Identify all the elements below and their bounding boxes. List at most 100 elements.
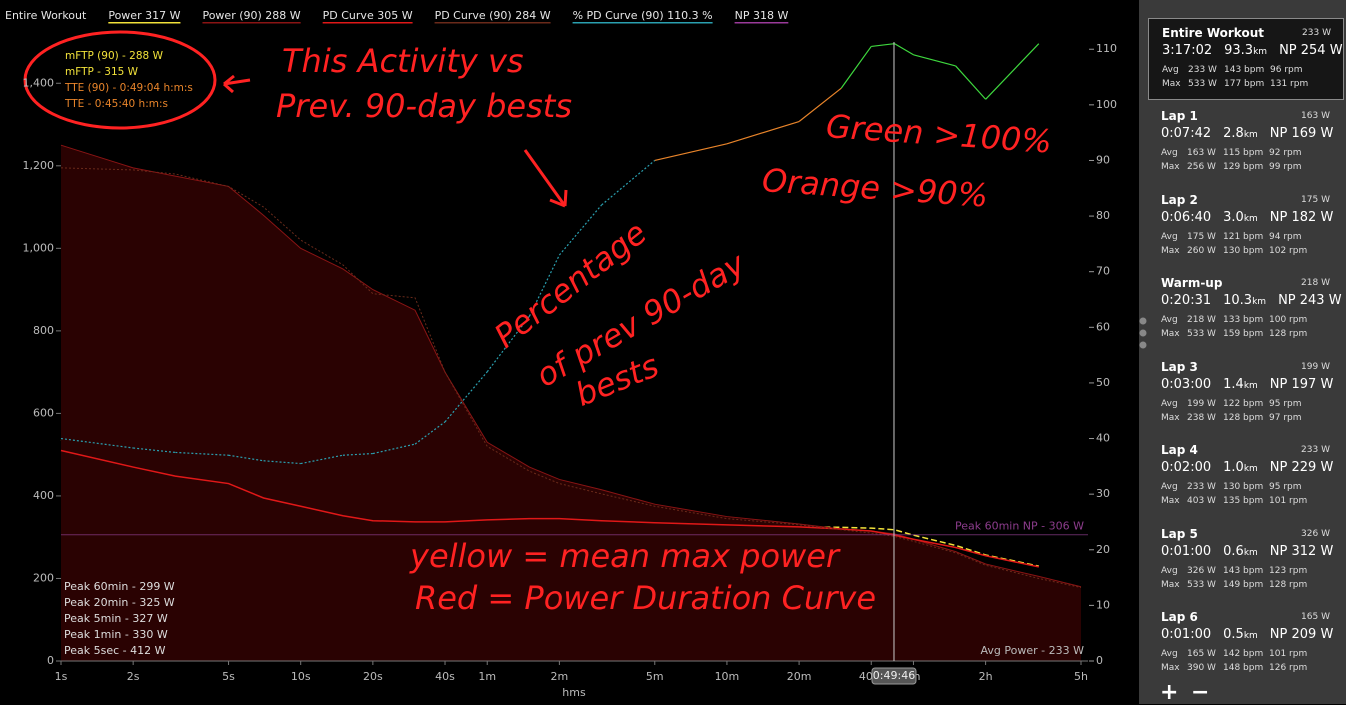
lap-panel: Entire Workout 233 W 3:17:02 93.3km NP 254 W… <box>1139 0 1346 705</box>
y2-tick-label: 50 <box>1096 376 1110 389</box>
lap-distance-unit: km <box>1253 47 1268 57</box>
lap-title: Entire Workout <box>1162 26 1264 40</box>
x-axis-title: hms <box>562 686 586 699</box>
peak-line: Peak 60min - 299 W <box>64 580 175 593</box>
lap-max-cell: Max <box>1162 79 1181 89</box>
lap-title: Warm-up <box>1161 276 1223 290</box>
lap-avg-power: 163 W <box>1301 111 1330 121</box>
lap-distance: 1.4km <box>1223 377 1258 392</box>
lap-np: NP 254 W <box>1279 43 1343 58</box>
lap-distance-unit: km <box>1243 464 1258 474</box>
lap-max-row: Max 260 W 130 bpm 102 rpm <box>1161 246 1309 256</box>
series-line <box>60 167 1082 589</box>
lap-max-cell: 533 W <box>1188 79 1217 89</box>
lap-card[interactable]: Lap 1 163 W 0:07:42 2.8km NP 169 W Avg 163 W 11… <box>1148 102 1342 182</box>
peak-line: Peak 5sec - 412 W <box>64 644 166 657</box>
lap-avg-row: Avg 163 W 115 bpm 92 rpm <box>1161 148 1309 158</box>
lap-max-cell: 135 bpm <box>1223 496 1264 506</box>
lap-summary: 0:07:42 2.8km NP 169 W <box>1161 126 1345 141</box>
lap-max-cell: 102 rpm <box>1269 245 1308 256</box>
lap-max-cell: 260 W <box>1187 245 1216 256</box>
lap-max-row: Max 238 W 128 bpm 97 rpm <box>1161 413 1309 423</box>
x-tick-label: 5m <box>646 670 664 683</box>
lap-avg-power: 199 W <box>1301 361 1330 372</box>
lap-max-row: Max 403 W 135 bpm 101 rpm <box>1161 496 1309 506</box>
lap-card[interactable]: Warm-up 218 W 0:20:31 10.3km NP 243 W Avg 218 … <box>1148 269 1342 349</box>
lap-card[interactable]: Lap 3 199 W 0:03:00 1.4km NP 197 W Avg 199 W 12… <box>1148 353 1342 433</box>
y-tick-label: 200 <box>33 571 54 584</box>
y-tick-label: 1,000 <box>23 241 55 254</box>
lap-distance-unit: km <box>1243 380 1258 391</box>
y-tick-label: 1,200 <box>23 159 55 172</box>
lap-avg-row: Avg 199 W 122 bpm 95 rpm <box>1161 399 1309 409</box>
y2-tick-label: 110 <box>1096 42 1117 55</box>
legend-item: Power 317 W <box>108 9 180 22</box>
x-tick-label: 1m <box>478 670 496 683</box>
lap-avg-cell: 133 bpm <box>1223 315 1264 325</box>
lap-max-row: Max 390 W 148 bpm 126 rpm <box>1161 663 1309 673</box>
lap-avg-cell: Avg <box>1161 231 1178 242</box>
lap-avg-cell: Avg <box>1161 565 1178 576</box>
lap-avg-cell: 199 W <box>1187 398 1216 409</box>
lap-avg-cell: 123 rpm <box>1269 565 1308 576</box>
pct-segment <box>798 87 842 123</box>
lap-avg-row: Avg 165 W 142 bpm 101 rpm <box>1161 649 1309 659</box>
lap-card[interactable]: Lap 5 326 W 0:01:00 0.6km NP 312 W Avg 326 W 14… <box>1148 520 1342 600</box>
pct-segment <box>726 120 800 145</box>
lap-distance-value: 93.3 <box>1224 43 1254 58</box>
lap-title: Lap 2 <box>1161 192 1198 207</box>
x-tick-label: 2h <box>979 670 993 683</box>
pct-segment <box>175 451 229 456</box>
lap-avg-cell: Avg <box>1161 148 1178 158</box>
x-tick-label: 10s <box>291 670 311 683</box>
lap-distance-value: 10.3 <box>1223 293 1253 308</box>
annotation: This Activity vs <box>282 42 524 80</box>
lap-avg-cell: Avg <box>1162 65 1179 75</box>
lap-avg-cell: 130 bpm <box>1223 482 1264 492</box>
lap-avg-cell: Avg <box>1161 649 1178 659</box>
y-tick-label: 1,400 <box>23 76 55 89</box>
annotation: Green >100% <box>825 107 1053 161</box>
lap-distance-unit: km <box>1243 130 1258 140</box>
lap-distance-unit: km <box>1243 547 1258 558</box>
lap-max-cell: Max <box>1161 663 1180 673</box>
lap-avg-cell: 115 bpm <box>1223 148 1264 158</box>
lap-max-cell: 99 rpm <box>1269 162 1302 172</box>
pct-segment <box>985 43 1040 100</box>
legend-item: PD Curve 305 W <box>323 9 413 22</box>
lap-avg-power: 175 W <box>1301 194 1330 205</box>
y2-tick-label: 0 <box>1096 654 1103 667</box>
lap-avg-power: 218 W <box>1301 278 1330 288</box>
lap-np: NP 209 W <box>1269 627 1334 642</box>
pct-segment <box>654 143 728 162</box>
lap-card[interactable]: Entire Workout 233 W 3:17:02 93.3km NP 254 W… <box>1148 18 1344 100</box>
lap-title: Lap 3 <box>1161 359 1198 374</box>
y-tick-label: 800 <box>33 324 54 337</box>
legend-underline <box>434 22 551 24</box>
lap-card[interactable]: Lap 6 165 W 0:01:00 0.5km NP 209 W Avg 165 W 14… <box>1148 603 1342 683</box>
pct-segment <box>228 454 264 462</box>
lap-np: NP 312 W <box>1269 543 1334 559</box>
lap-max-cell: Max <box>1161 412 1180 423</box>
lap-max-cell: Max <box>1161 496 1180 506</box>
lap-time: 0:01:00 <box>1161 627 1212 642</box>
y2-tick-label: 30 <box>1096 487 1110 500</box>
lap-avg-cell: 143 bpm <box>1224 65 1265 75</box>
legend-item: NP 318 W <box>735 9 789 22</box>
lap-card[interactable]: Lap 2 175 W 0:06:40 3.0km NP 182 W Avg 175 W 12… <box>1148 186 1342 266</box>
lap-avg-cell: 96 rpm <box>1270 65 1303 75</box>
lap-time: 3:17:02 <box>1162 43 1213 58</box>
lap-distance-value: 3.0 <box>1223 209 1244 225</box>
lap-distance: 1.0km <box>1223 460 1258 475</box>
lap-np: NP 243 W <box>1278 293 1342 308</box>
panel-button[interactable]: + <box>1160 680 1179 705</box>
lap-avg-cell: 163 W <box>1187 148 1216 158</box>
y2-tick-label: 10 <box>1096 598 1110 611</box>
lap-distance-value: 0.6 <box>1223 543 1244 559</box>
lap-time: 0:07:42 <box>1161 126 1212 141</box>
lap-max-cell: 129 bpm <box>1223 162 1264 172</box>
pct-segment <box>372 443 416 455</box>
lap-card[interactable]: Lap 4 233 W 0:02:00 1.0km NP 229 W Avg 233 W 13… <box>1148 436 1342 516</box>
panel-button[interactable]: − <box>1191 680 1210 705</box>
lap-distance-unit: km <box>1243 631 1258 641</box>
